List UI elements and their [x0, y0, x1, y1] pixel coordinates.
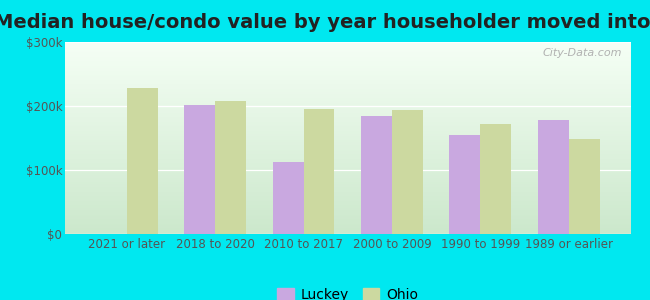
Bar [185, 105, 215, 234]
Legend: Luckey, Ohio: Luckey, Ohio [272, 283, 424, 300]
Bar [304, 109, 335, 234]
Bar [538, 120, 569, 234]
Bar [361, 116, 392, 234]
Bar [480, 124, 511, 234]
Bar [272, 162, 304, 234]
Bar [127, 88, 158, 234]
Bar [392, 110, 423, 234]
Title: Median house/condo value by year householder moved into unit: Median house/condo value by year househo… [0, 13, 650, 32]
Bar [215, 101, 246, 234]
Bar [569, 139, 599, 234]
Bar [449, 135, 480, 234]
Text: City-Data.com: City-Data.com [543, 48, 622, 58]
